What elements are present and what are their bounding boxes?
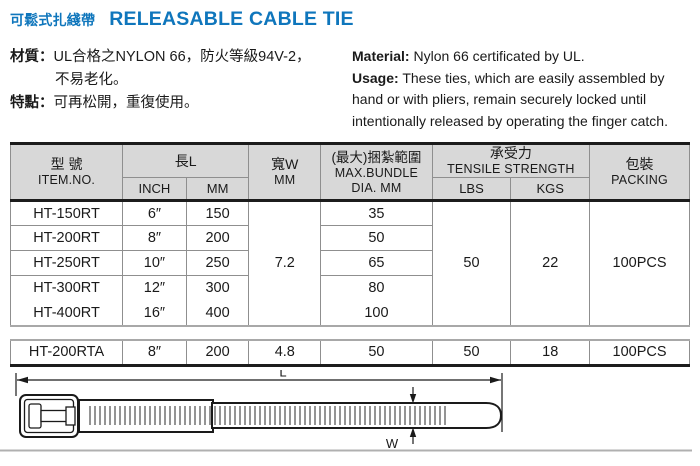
table-row: HT-200RTA 8″ 200 4.8 50 50 18 100PCS bbox=[9, 339, 690, 366]
cell-bundle: 35 bbox=[320, 200, 433, 226]
page-title-english: RELEASABLE CABLE TIE bbox=[109, 8, 354, 30]
cell-packing-merged: 100PCS bbox=[589, 200, 690, 326]
table-row: HT-400RT 16″ 400 100 bbox=[9, 300, 690, 326]
cell-bundle: 50 bbox=[320, 225, 433, 251]
info-section: 材質：UL合格之NYLON 66，防火等級94V-2， 不易老化。 特點：可再松… bbox=[10, 46, 698, 132]
cell-mm: 300 bbox=[185, 275, 250, 301]
cell-inch: 8″ bbox=[122, 339, 187, 366]
material-zh-text: UL合格之NYLON 66，防火等級94V-2， bbox=[53, 49, 311, 65]
header-item-no: 型 號 ITEM.NO. bbox=[9, 143, 124, 202]
cell-inch: 16″ bbox=[122, 300, 187, 326]
usage-en-label: Usage: bbox=[352, 69, 399, 86]
cell-width: 4.8 bbox=[248, 339, 322, 366]
table-row: HT-200RT 8″ 200 50 bbox=[9, 225, 690, 251]
dimension-L-label: L bbox=[279, 370, 286, 380]
material-en-label: Material: bbox=[352, 48, 410, 64]
arrowhead-left-icon bbox=[17, 376, 28, 384]
cell-mm: 200 bbox=[185, 225, 250, 251]
header-kgs: KGS bbox=[510, 177, 591, 202]
table-row: HT-300RT 12″ 300 80 bbox=[9, 275, 690, 301]
strap-serrations bbox=[89, 406, 446, 425]
cell-item: HT-200RT bbox=[9, 225, 124, 251]
cell-mm: 250 bbox=[185, 250, 250, 276]
header-lbs: LBS bbox=[431, 177, 512, 202]
spec-table: 型 號 ITEM.NO. 長L 寬W MM (最大)捆紮範圍 MAX.BUNDL… bbox=[9, 142, 690, 327]
material-zh-line: 材質：UL合格之NYLON 66，防火等級94V-2， bbox=[10, 46, 352, 69]
arrowhead-up-icon bbox=[409, 427, 417, 437]
info-english: Material: Nylon 66 certificated by UL. U… bbox=[352, 46, 698, 132]
usage-en-text: These ties, which are easily assembled b… bbox=[352, 69, 668, 129]
cell-inch: 8″ bbox=[122, 225, 187, 251]
cell-item: HT-200RTA bbox=[9, 339, 124, 366]
material-en-text: Nylon 66 certificated by UL. bbox=[413, 48, 585, 64]
feature-zh-line: 特點：可再松開，重復使用。 bbox=[10, 92, 352, 115]
page-title: 可鬆式扎綫帶 RELEASABLE CABLE TIE bbox=[10, 8, 354, 31]
feature-zh-label: 特點： bbox=[10, 95, 54, 111]
table-row: HT-150RT 6″ 150 7.2 35 50 22 100PCS bbox=[9, 200, 690, 326]
cell-kgs: 18 bbox=[510, 339, 591, 366]
header-inch: INCH bbox=[122, 177, 187, 202]
cell-lbs-merged: 50 bbox=[431, 200, 512, 326]
cell-item: HT-400RT bbox=[9, 300, 124, 326]
arrowhead-down-icon bbox=[409, 394, 417, 404]
cell-item: HT-150RT bbox=[9, 200, 124, 226]
cell-mm: 150 bbox=[185, 200, 250, 226]
table-row: HT-250RT 10″ 250 65 bbox=[9, 250, 690, 276]
cell-width-merged: 7.2 bbox=[248, 200, 322, 326]
feature-zh-text: 可再松開，重復使用。 bbox=[53, 95, 199, 111]
cell-kgs-merged: 22 bbox=[510, 200, 591, 326]
cell-bundle: 50 bbox=[320, 339, 433, 366]
material-zh-label: 材質： bbox=[10, 49, 54, 65]
cell-inch: 6″ bbox=[122, 200, 187, 226]
cell-bundle: 65 bbox=[320, 250, 433, 276]
release-lever-catch bbox=[28, 403, 42, 429]
cell-item: HT-300RT bbox=[9, 275, 124, 301]
cable-tie-diagram: L W bbox=[0, 370, 692, 452]
extra-spec-table: HT-200RTA 8″ 200 4.8 50 50 18 100PCS bbox=[9, 339, 690, 367]
cell-bundle: 100 bbox=[320, 300, 433, 326]
cell-mm: 400 bbox=[185, 300, 250, 326]
arrowhead-right-icon bbox=[490, 376, 501, 384]
page-title-chinese: 可鬆式扎綫帶 bbox=[10, 12, 96, 28]
material-zh-line2: 不易老化。 bbox=[55, 72, 128, 88]
info-chinese: 材質：UL合格之NYLON 66，防火等級94V-2， 不易老化。 特點：可再松… bbox=[10, 46, 352, 132]
header-width: 寬W MM bbox=[248, 143, 322, 202]
cell-mm: 200 bbox=[185, 339, 250, 366]
release-lever-tip bbox=[65, 406, 76, 426]
cell-inch: 10″ bbox=[122, 250, 187, 276]
cell-inch: 12″ bbox=[122, 275, 187, 301]
cell-packing: 100PCS bbox=[589, 339, 690, 366]
header-tensile-strength: 承受力 TENSILE STRENGTH bbox=[431, 143, 591, 178]
header-packing: 包裝 PACKING bbox=[589, 143, 690, 202]
header-length: 長L bbox=[122, 143, 250, 178]
dimension-W-label: W bbox=[386, 436, 399, 451]
header-max-bundle: (最大)捆紮範圍 MAX.BUNDLE DIA. MM bbox=[320, 143, 433, 202]
release-lever-arm bbox=[40, 409, 70, 423]
usage-en-paragraph: Usage: These ties, which are easily asse… bbox=[352, 68, 698, 133]
material-en-line: Material: Nylon 66 certificated by UL. bbox=[352, 46, 698, 68]
header-mm: MM bbox=[185, 177, 250, 202]
cell-item: HT-250RT bbox=[9, 250, 124, 276]
tie-strap bbox=[211, 402, 503, 429]
cell-lbs: 50 bbox=[431, 339, 512, 366]
cell-bundle: 80 bbox=[320, 275, 433, 301]
tie-neck bbox=[78, 399, 214, 433]
